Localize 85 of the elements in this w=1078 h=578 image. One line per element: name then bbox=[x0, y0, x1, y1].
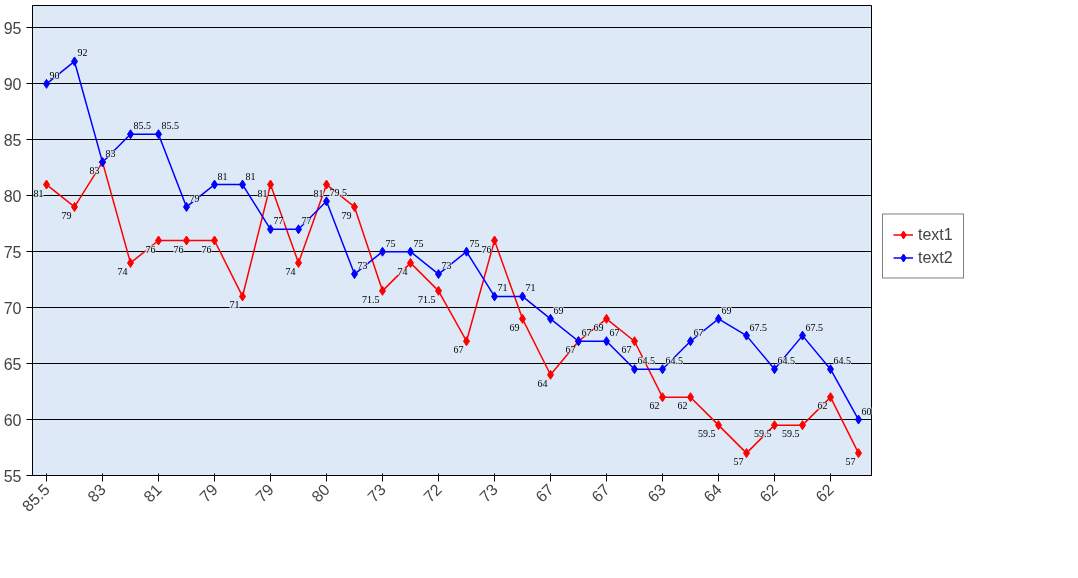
data-label: 92 bbox=[77, 47, 88, 59]
data-label: 76 bbox=[481, 243, 492, 255]
data-label: 81 bbox=[33, 187, 44, 199]
data-label: 67 bbox=[609, 327, 620, 339]
data-label: 76 bbox=[145, 243, 156, 255]
data-label: 81 bbox=[245, 170, 256, 182]
legend-label: text2 bbox=[918, 248, 953, 266]
y-tick-label: 65 bbox=[3, 355, 22, 373]
data-label: 67 bbox=[581, 327, 592, 339]
data-label: 67.5 bbox=[749, 321, 767, 333]
x-tick-label: 62 bbox=[812, 480, 837, 506]
data-label: 57 bbox=[845, 456, 856, 468]
data-label: 67 bbox=[565, 344, 576, 356]
data-label: 77 bbox=[301, 215, 312, 227]
x-tick-label: 62 bbox=[756, 480, 781, 506]
data-label: 71 bbox=[497, 282, 508, 294]
data-label: 69 bbox=[721, 304, 732, 316]
y-tick-label: 75 bbox=[3, 243, 22, 261]
data-label: 59.5 bbox=[782, 428, 800, 440]
data-label: 64 bbox=[537, 377, 548, 389]
x-tick-label: 64 bbox=[700, 480, 725, 506]
data-label: 67 bbox=[621, 344, 632, 356]
data-label: 64.5 bbox=[833, 355, 851, 367]
data-label: 90 bbox=[49, 69, 60, 81]
y-tick-label: 60 bbox=[3, 411, 22, 429]
data-label: 67 bbox=[693, 327, 704, 339]
data-label: 73 bbox=[441, 260, 452, 272]
data-label: 57 bbox=[733, 456, 744, 468]
x-tick-label: 67 bbox=[588, 480, 613, 506]
data-label: 64.5 bbox=[665, 355, 683, 367]
data-label: 59.5 bbox=[698, 428, 716, 440]
y-tick-label: 70 bbox=[3, 299, 22, 317]
data-label: 69 bbox=[553, 304, 564, 316]
data-label: 75 bbox=[385, 237, 396, 249]
data-label: 73 bbox=[357, 260, 368, 272]
data-label: 67.5 bbox=[805, 321, 823, 333]
x-tick-label: 67 bbox=[532, 480, 557, 506]
data-label: 74 bbox=[285, 265, 296, 277]
data-label: 67 bbox=[453, 344, 464, 356]
data-label: 64.5 bbox=[777, 355, 795, 367]
x-tick-label: 81 bbox=[140, 480, 165, 506]
data-label: 81 bbox=[217, 170, 228, 182]
x-tick-label: 73 bbox=[364, 480, 389, 506]
x-tick-label: 80 bbox=[308, 480, 333, 506]
data-label: 85.5 bbox=[133, 120, 151, 132]
data-label: 74 bbox=[117, 265, 128, 277]
data-label: 83 bbox=[89, 165, 100, 177]
legend-label: text1 bbox=[918, 225, 953, 243]
data-label: 79 bbox=[341, 209, 352, 221]
data-label: 75 bbox=[469, 237, 480, 249]
data-label: 69 bbox=[509, 321, 520, 333]
data-label: 83 bbox=[105, 148, 116, 160]
data-label: 79 bbox=[189, 192, 200, 204]
data-label: 76 bbox=[173, 243, 184, 255]
data-label: 71 bbox=[229, 299, 240, 311]
data-label: 71.5 bbox=[418, 293, 436, 305]
data-label: 85.5 bbox=[161, 120, 179, 132]
data-label: 79 bbox=[61, 209, 72, 221]
data-label: 79.5 bbox=[329, 187, 347, 199]
x-tick-label: 72 bbox=[420, 480, 445, 506]
data-label: 62 bbox=[649, 400, 660, 412]
data-label: 71 bbox=[525, 282, 536, 294]
data-label: 64.5 bbox=[637, 355, 655, 367]
data-label: 75 bbox=[413, 237, 424, 249]
x-tick-label: 79 bbox=[252, 480, 277, 506]
x-tick-label: 63 bbox=[644, 480, 669, 506]
data-label: 76 bbox=[201, 243, 212, 255]
data-label: 71.5 bbox=[362, 293, 380, 305]
data-label: 74 bbox=[397, 265, 408, 277]
y-tick-label: 55 bbox=[3, 467, 22, 485]
data-label: 77 bbox=[273, 215, 284, 227]
data-label: 62 bbox=[677, 400, 688, 412]
y-tick-label: 90 bbox=[3, 75, 22, 93]
data-label: 62 bbox=[817, 400, 828, 412]
y-tick-label: 80 bbox=[3, 187, 22, 205]
x-tick-label: 83 bbox=[84, 480, 109, 506]
y-tick-label: 95 bbox=[3, 19, 22, 37]
x-tick-label: 73 bbox=[476, 480, 501, 506]
x-tick-label: 79 bbox=[196, 480, 221, 506]
data-label: 69 bbox=[593, 321, 604, 333]
data-label: 60 bbox=[861, 405, 872, 417]
data-label: 59.5 bbox=[754, 428, 772, 440]
y-tick-label: 85 bbox=[3, 131, 22, 149]
data-label: 81 bbox=[257, 187, 268, 199]
data-label: 81 bbox=[313, 187, 324, 199]
